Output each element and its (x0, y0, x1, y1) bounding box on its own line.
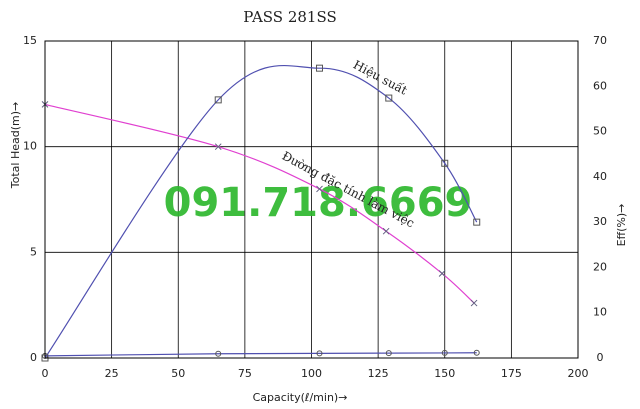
marker (441, 349, 448, 356)
y2-tick-label: 30 (593, 215, 607, 228)
marker (470, 299, 478, 307)
plot-frame (44, 40, 579, 359)
marker (385, 350, 392, 357)
marker (385, 94, 393, 102)
marker (214, 143, 222, 151)
marker (438, 270, 446, 277)
y2-tick-label: 70 (593, 34, 607, 47)
y2-tick-label: 0 (597, 351, 604, 364)
x-tick-label: 75 (238, 367, 252, 380)
marker (316, 185, 323, 193)
marker (316, 350, 323, 357)
chart-title: PASS 281SS (243, 8, 337, 26)
y-tick-label: 10 (23, 140, 37, 153)
y2-tick-label: 20 (593, 260, 607, 273)
marker (441, 159, 449, 167)
marker (382, 227, 390, 235)
x-tick-label: 50 (171, 367, 185, 380)
x-tick-label: 100 (301, 367, 322, 380)
marker (473, 218, 481, 226)
marker (214, 96, 222, 104)
x-tick-label: 125 (368, 367, 389, 380)
x-tick-label: 25 (105, 367, 119, 380)
x-tick-label: 0 (42, 367, 49, 380)
y2-axis-label: Eff(%)→ (615, 204, 628, 247)
series-line (44, 352, 477, 357)
x-tick-label: 150 (434, 367, 455, 380)
y2-tick-label: 40 (593, 170, 607, 183)
x-tick-label: 200 (568, 367, 589, 380)
series-line (44, 64, 478, 359)
x-tick-label: 175 (501, 367, 522, 380)
y2-tick-label: 50 (593, 125, 607, 138)
y2-tick-label: 60 (593, 79, 607, 92)
marker (473, 349, 480, 356)
y-tick-label: 15 (23, 34, 37, 47)
y-tick-label: 5 (30, 245, 37, 258)
marker (315, 64, 323, 72)
y-tick-label: 0 (30, 351, 37, 364)
y-axis-label: Total Head(m)→ (9, 102, 22, 189)
x-axis-label: Capacity(ℓ/min)→ (253, 391, 348, 404)
y2-tick-label: 10 (593, 306, 607, 319)
marker (215, 350, 222, 357)
